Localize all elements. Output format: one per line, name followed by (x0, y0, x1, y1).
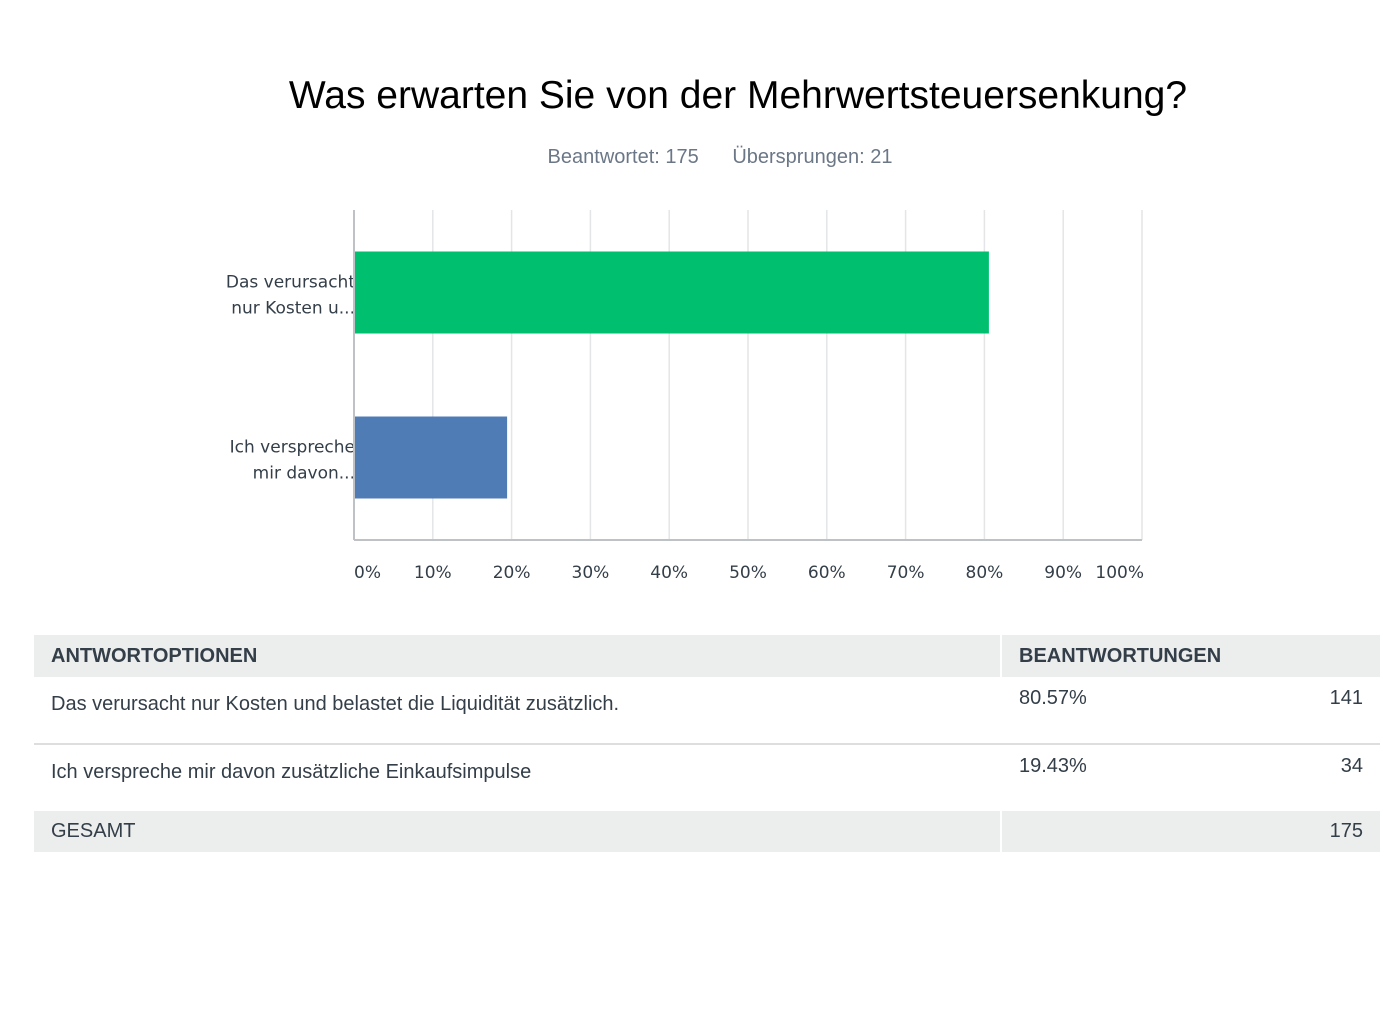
category-label: mir davon... (253, 464, 355, 484)
response-summary: Beantwortet: 175 Übersprungen: 21 (0, 146, 1400, 169)
answer-option: Das verursacht nur Kosten und belastet d… (34, 677, 1002, 745)
response-count: 141 (1239, 677, 1380, 745)
bar (354, 251, 989, 334)
header-answer-options: ANTWORTOPTIONEN (34, 635, 1002, 677)
response-percent: 80.57% (1001, 677, 1240, 745)
table-row: Ich verspreche mir davon zusätzliche Ein… (34, 744, 1380, 811)
table-header-row: ANTWORTOPTIONEN BEANTWORTUNGEN (34, 635, 1380, 677)
x-tick-label: 40% (650, 563, 688, 583)
response-percent: 19.43% (1019, 755, 1087, 777)
x-tick-label: 10% (414, 563, 452, 583)
x-tick-label: 60% (808, 563, 846, 583)
x-tick-label: 50% (729, 563, 767, 583)
category-label: Ich verspreche (230, 438, 355, 458)
answered-count: Beantwortet: 175 (547, 146, 699, 168)
category-label: nur Kosten u... (231, 299, 355, 319)
total-label: GESAMT (34, 811, 1002, 852)
bar-chart: 0% 10% 20% 30% 40% 50% 60% 70% 80% 90% 100% Das ver… (226, 210, 1144, 583)
answer-option: Ich verspreche mir davon zusätzliche Ein… (34, 744, 1002, 811)
header-responses: BEANTWORTUNGEN (1001, 635, 1380, 677)
table-total-row: GESAMT 175 (34, 811, 1380, 852)
x-tick-label: 90% (1044, 563, 1082, 583)
x-tick-label: 0% (354, 563, 381, 583)
x-tick-label: 20% (493, 563, 531, 583)
total-count: 175 (1001, 811, 1380, 852)
response-count: 34 (1340, 755, 1363, 777)
x-tick-label: 100% (1095, 563, 1144, 583)
x-tick-label: 70% (887, 563, 925, 583)
table-row: Das verursacht nur Kosten und belastet d… (34, 677, 1380, 745)
category-label: Das verursacht (226, 273, 355, 293)
chart-title: Was erwarten Sie von der Mehrwertsteuers… (288, 74, 1188, 117)
x-tick-label: 80% (966, 563, 1004, 583)
x-tick-label: 30% (572, 563, 610, 583)
bar (354, 416, 508, 499)
results-table: ANTWORTOPTIONEN BEANTWORTUNGEN Das verur… (34, 635, 1380, 852)
skipped-count: Übersprungen: 21 (732, 146, 893, 168)
